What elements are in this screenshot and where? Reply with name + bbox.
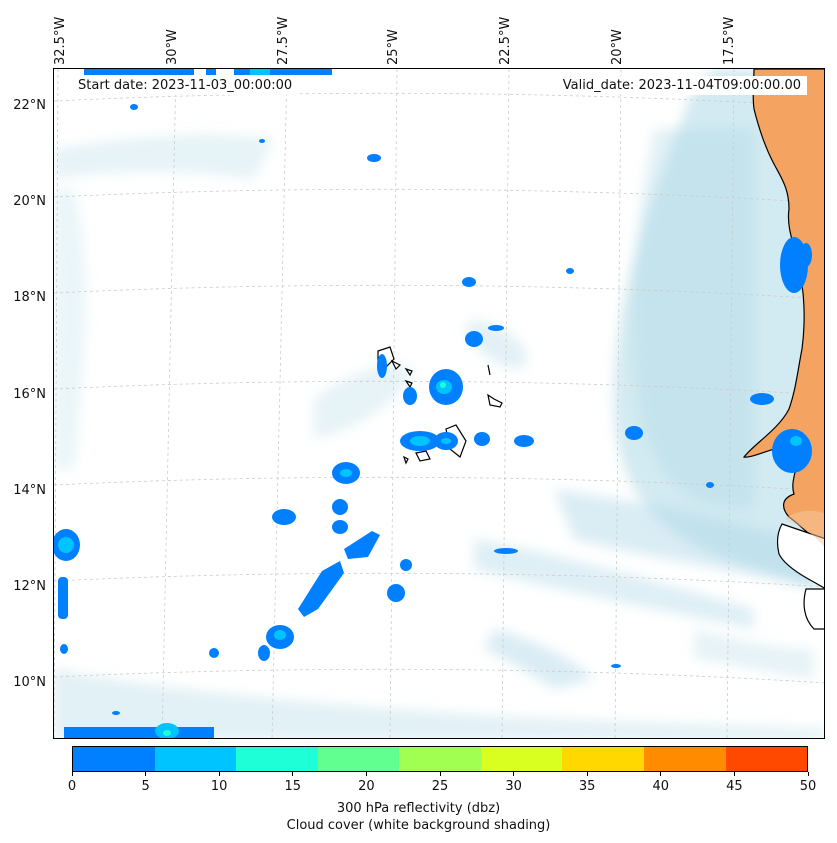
lat-label: 14°N	[13, 483, 46, 498]
map-panel	[53, 68, 825, 739]
lat-label: 18°N	[13, 290, 46, 305]
colorbar	[72, 746, 808, 772]
colorbar-sublabel: Cloud cover (white background shading)	[286, 818, 551, 833]
lat-label: 12°N	[13, 579, 46, 594]
colorbar-segment	[154, 747, 237, 771]
colorbar-tickmark	[218, 772, 220, 776]
colorbar-segment	[236, 747, 318, 771]
colorbar-tickmark	[292, 772, 294, 776]
lat-label: 16°N	[13, 387, 46, 402]
colorbar-tick-label: 15	[284, 779, 302, 794]
colorbar-tick-label: 50	[799, 779, 817, 794]
colorbar-segment	[73, 747, 155, 771]
colorbar-tickmark	[513, 772, 515, 776]
colorbar-segment	[562, 747, 644, 771]
colorbar-tick-label: 35	[578, 779, 596, 794]
lon-label: 27.5°W	[276, 16, 291, 65]
colorbar-segment	[725, 747, 808, 771]
lon-label: 17.5°W	[722, 16, 737, 65]
colorbar-tick-label: 5	[141, 779, 150, 794]
colorbar-tick-label: 0	[67, 779, 77, 794]
valid-date-label: Valid_date: 2023-11-04T09:00:00.00	[556, 76, 807, 95]
lat-label: 20°N	[13, 194, 46, 209]
colorbar-tick-label: 45	[726, 779, 743, 794]
colorbar-segment	[643, 747, 726, 771]
lon-label: 22.5°W	[498, 16, 513, 65]
colorbar-tickmark	[586, 772, 588, 776]
lon-label: 25°W	[386, 29, 401, 65]
colorbar-tickmark	[660, 772, 662, 776]
colorbar-tick-label: 30	[505, 779, 522, 794]
colorbar-tick-label: 10	[210, 779, 228, 794]
lon-label: 20°W	[610, 29, 625, 65]
colorbar-tick-label: 25	[431, 779, 449, 794]
colorbar-segment	[480, 747, 563, 771]
lon-label: 30°W	[165, 29, 180, 65]
colorbar-tick-label: 20	[358, 779, 375, 794]
colorbar-label: 300 hPa reflectivity (dbz)	[336, 801, 501, 816]
colorbar-tickmark	[145, 772, 147, 776]
colorbar-tickmark	[71, 772, 73, 776]
cloud-cover-shading	[54, 69, 824, 738]
land-africa	[742, 69, 824, 630]
start-date-label: Start date: 2023-11-03_00:00:00	[72, 76, 299, 95]
colorbar-segment	[399, 747, 481, 771]
lat-label: 22°N	[13, 98, 46, 113]
colorbar-segment	[317, 747, 400, 771]
colorbar-tickmark	[439, 772, 441, 776]
colorbar-tick-label: 40	[652, 779, 670, 794]
lon-label: 32.5°W	[53, 16, 68, 65]
colorbar-tickmark	[807, 772, 809, 776]
colorbar-tickmark	[733, 772, 735, 776]
colorbar-tickmark	[365, 772, 367, 776]
map-canvas	[54, 69, 824, 738]
reflectivity-patches	[54, 69, 812, 738]
lat-label: 10°N	[13, 675, 46, 690]
